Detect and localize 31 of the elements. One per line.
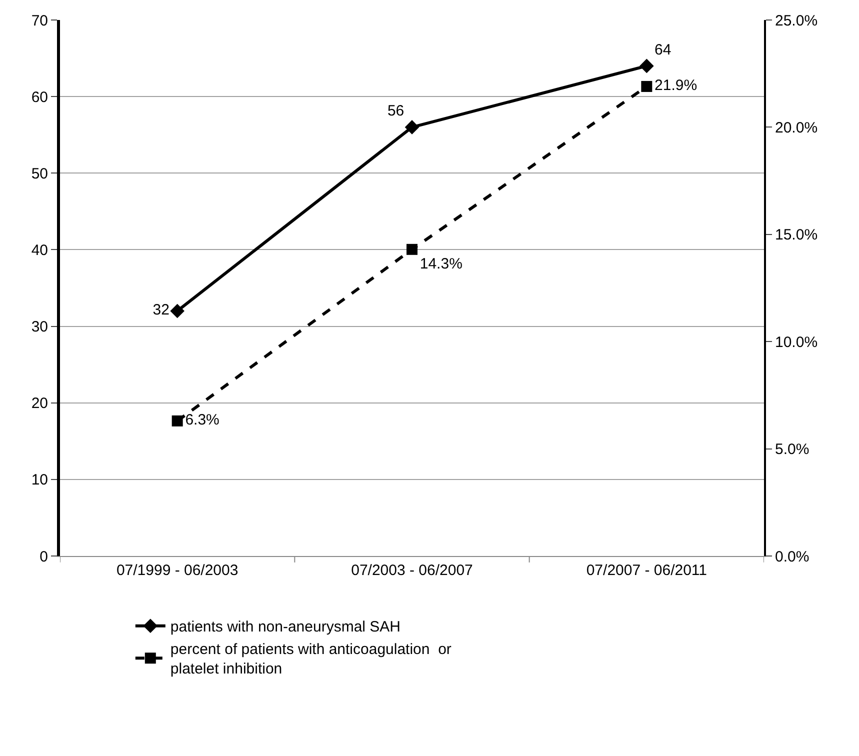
data-label: 32 [152,302,170,319]
data-label: 6.3% [185,412,220,429]
y-tick-label: 50 [31,165,48,182]
point [641,80,652,92]
point [404,120,420,134]
y2-tick-label: 15.0% [775,226,818,244]
y-tick-label: 40 [31,242,48,259]
legend-label: percent of patients with anticoagulation or platelet inhibition [170,641,452,678]
y2-tick-label: 25.0% [775,12,818,30]
legend-label: patients with non-aneurysmal SAH [170,618,401,636]
y-tick-label: 70 [31,12,48,30]
y-tick-label: 30 [31,318,48,336]
y2-tick-label: 5.0% [775,441,810,458]
point [170,304,184,318]
data-label: 14.3% [420,256,462,273]
y-tick-label: 10 [31,472,48,489]
y2-tick-label: 0.0% [775,548,810,566]
point [406,244,418,255]
x-tick-label: 07/2007 - 06/2011 [586,562,708,579]
y-tick-label: 0 [40,548,48,566]
point [640,58,654,74]
y2-tick-label: 10.0% [775,334,818,351]
point [172,415,183,426]
y-tick-label: 60 [31,88,48,106]
x-tick-label: 07/1999 - 06/2003 [116,562,238,579]
x-tick-label: 07/2003 - 06/2007 [351,562,473,579]
data-label: 64 [654,41,672,58]
y2-tick-label: 20.0% [775,119,818,136]
data-label: 56 [387,102,404,120]
y-tick-label: 20 [31,395,48,412]
data-label: 21.9% [654,77,698,94]
